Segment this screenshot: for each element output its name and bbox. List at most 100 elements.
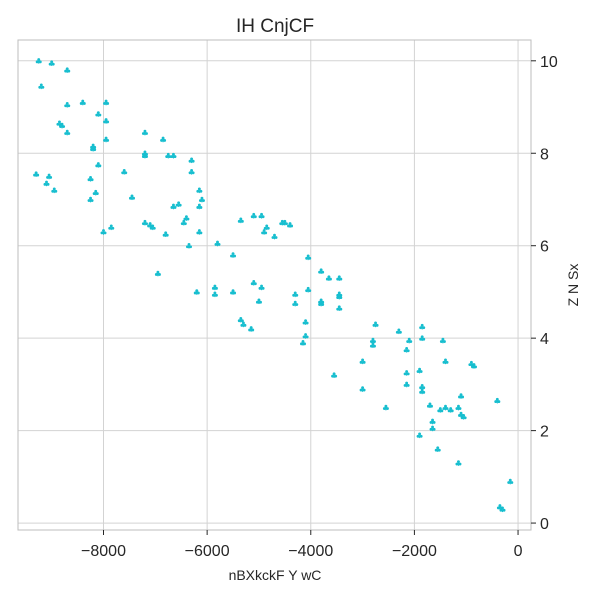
data-point [129, 194, 135, 201]
data-point [302, 319, 309, 325]
y-tick-label: 8 [540, 146, 549, 163]
data-point [403, 370, 410, 376]
plot-frame [17, 39, 532, 531]
data-point [369, 342, 376, 348]
data-point [382, 404, 389, 411]
data-point [240, 321, 247, 328]
data-point [331, 372, 338, 379]
data-point [87, 196, 94, 203]
y-axis: 0 2 4 6 8 10 [531, 54, 558, 533]
data-point [447, 407, 454, 413]
data-point [186, 242, 192, 249]
data-point [154, 270, 161, 277]
data-point [439, 337, 446, 344]
data-point [325, 275, 332, 281]
data-point [403, 346, 410, 353]
grid [18, 40, 531, 530]
data-point [255, 298, 262, 305]
data-point [471, 363, 477, 369]
data-point [175, 201, 182, 207]
data-point [103, 136, 110, 143]
y-tick-label: 4 [540, 331, 549, 348]
data-point [250, 279, 257, 286]
data-point [149, 224, 156, 231]
x-tick-label: −8000 [81, 543, 126, 560]
chart-title: IH CnjCF [236, 16, 314, 37]
x-tick-label: −6000 [185, 543, 230, 560]
data-point [442, 404, 449, 411]
data-point [95, 111, 102, 117]
data-point [395, 328, 402, 335]
data-point [108, 224, 115, 231]
data-point [87, 175, 94, 182]
data-point [359, 386, 366, 392]
data-point [442, 358, 449, 365]
data-point [287, 222, 294, 228]
data-point [103, 99, 110, 106]
data-point [429, 425, 436, 432]
data-point [211, 284, 218, 291]
data-point [369, 337, 376, 344]
data-point [336, 293, 343, 300]
data-point [121, 169, 128, 175]
data-point [100, 229, 107, 235]
data-point [258, 212, 265, 219]
data-point [230, 252, 237, 258]
data-point [48, 60, 55, 66]
data-point [292, 291, 299, 298]
data-point [170, 203, 177, 210]
data-point [336, 275, 343, 281]
data-point [416, 367, 423, 374]
x-tick-label: 0 [514, 543, 523, 560]
data-point [455, 404, 462, 411]
data-point [455, 460, 462, 466]
data-point [64, 67, 71, 73]
data-point [237, 316, 244, 323]
data-point [434, 446, 441, 452]
data-point [165, 152, 172, 159]
y-tick-label: 6 [540, 239, 549, 256]
data-point [261, 229, 268, 235]
x-axis: −8000 −6000 −4000 −2000 0 [81, 530, 523, 560]
data-point [292, 300, 299, 307]
data-point [170, 152, 177, 159]
data-point [51, 187, 58, 194]
data-point [196, 187, 203, 194]
y-tick-label: 2 [540, 424, 549, 441]
data-point [403, 381, 410, 388]
data-point [193, 289, 200, 295]
data-point [46, 173, 53, 180]
data-point [141, 219, 148, 226]
data-point [180, 219, 187, 226]
data-point [188, 157, 195, 164]
data-point [35, 58, 42, 64]
data-point [318, 268, 325, 274]
data-point [64, 101, 71, 108]
data-point [141, 152, 148, 159]
data-point [79, 99, 86, 106]
y-axis-label: Z N Sx [565, 264, 581, 307]
data-point [372, 321, 379, 328]
data-point [95, 162, 102, 168]
y-tick-label: 10 [540, 54, 558, 71]
data-point [183, 215, 190, 221]
x-tick-label: −4000 [288, 543, 333, 560]
data-point [188, 169, 195, 175]
x-axis-label: nBXkckF Y wC [229, 567, 322, 583]
data-point [419, 383, 426, 390]
data-point [196, 203, 203, 210]
data-point [507, 478, 514, 485]
data-point [419, 335, 426, 342]
data-point [419, 323, 426, 330]
data-point [230, 289, 237, 295]
data-point [499, 506, 506, 513]
data-point [426, 402, 433, 409]
data-point [64, 129, 71, 136]
data-point [90, 145, 97, 152]
data-point [38, 83, 45, 90]
data-point [416, 432, 423, 439]
data-point [162, 231, 169, 238]
data-point [281, 219, 288, 226]
data-point [305, 254, 312, 261]
data-point [429, 418, 436, 425]
